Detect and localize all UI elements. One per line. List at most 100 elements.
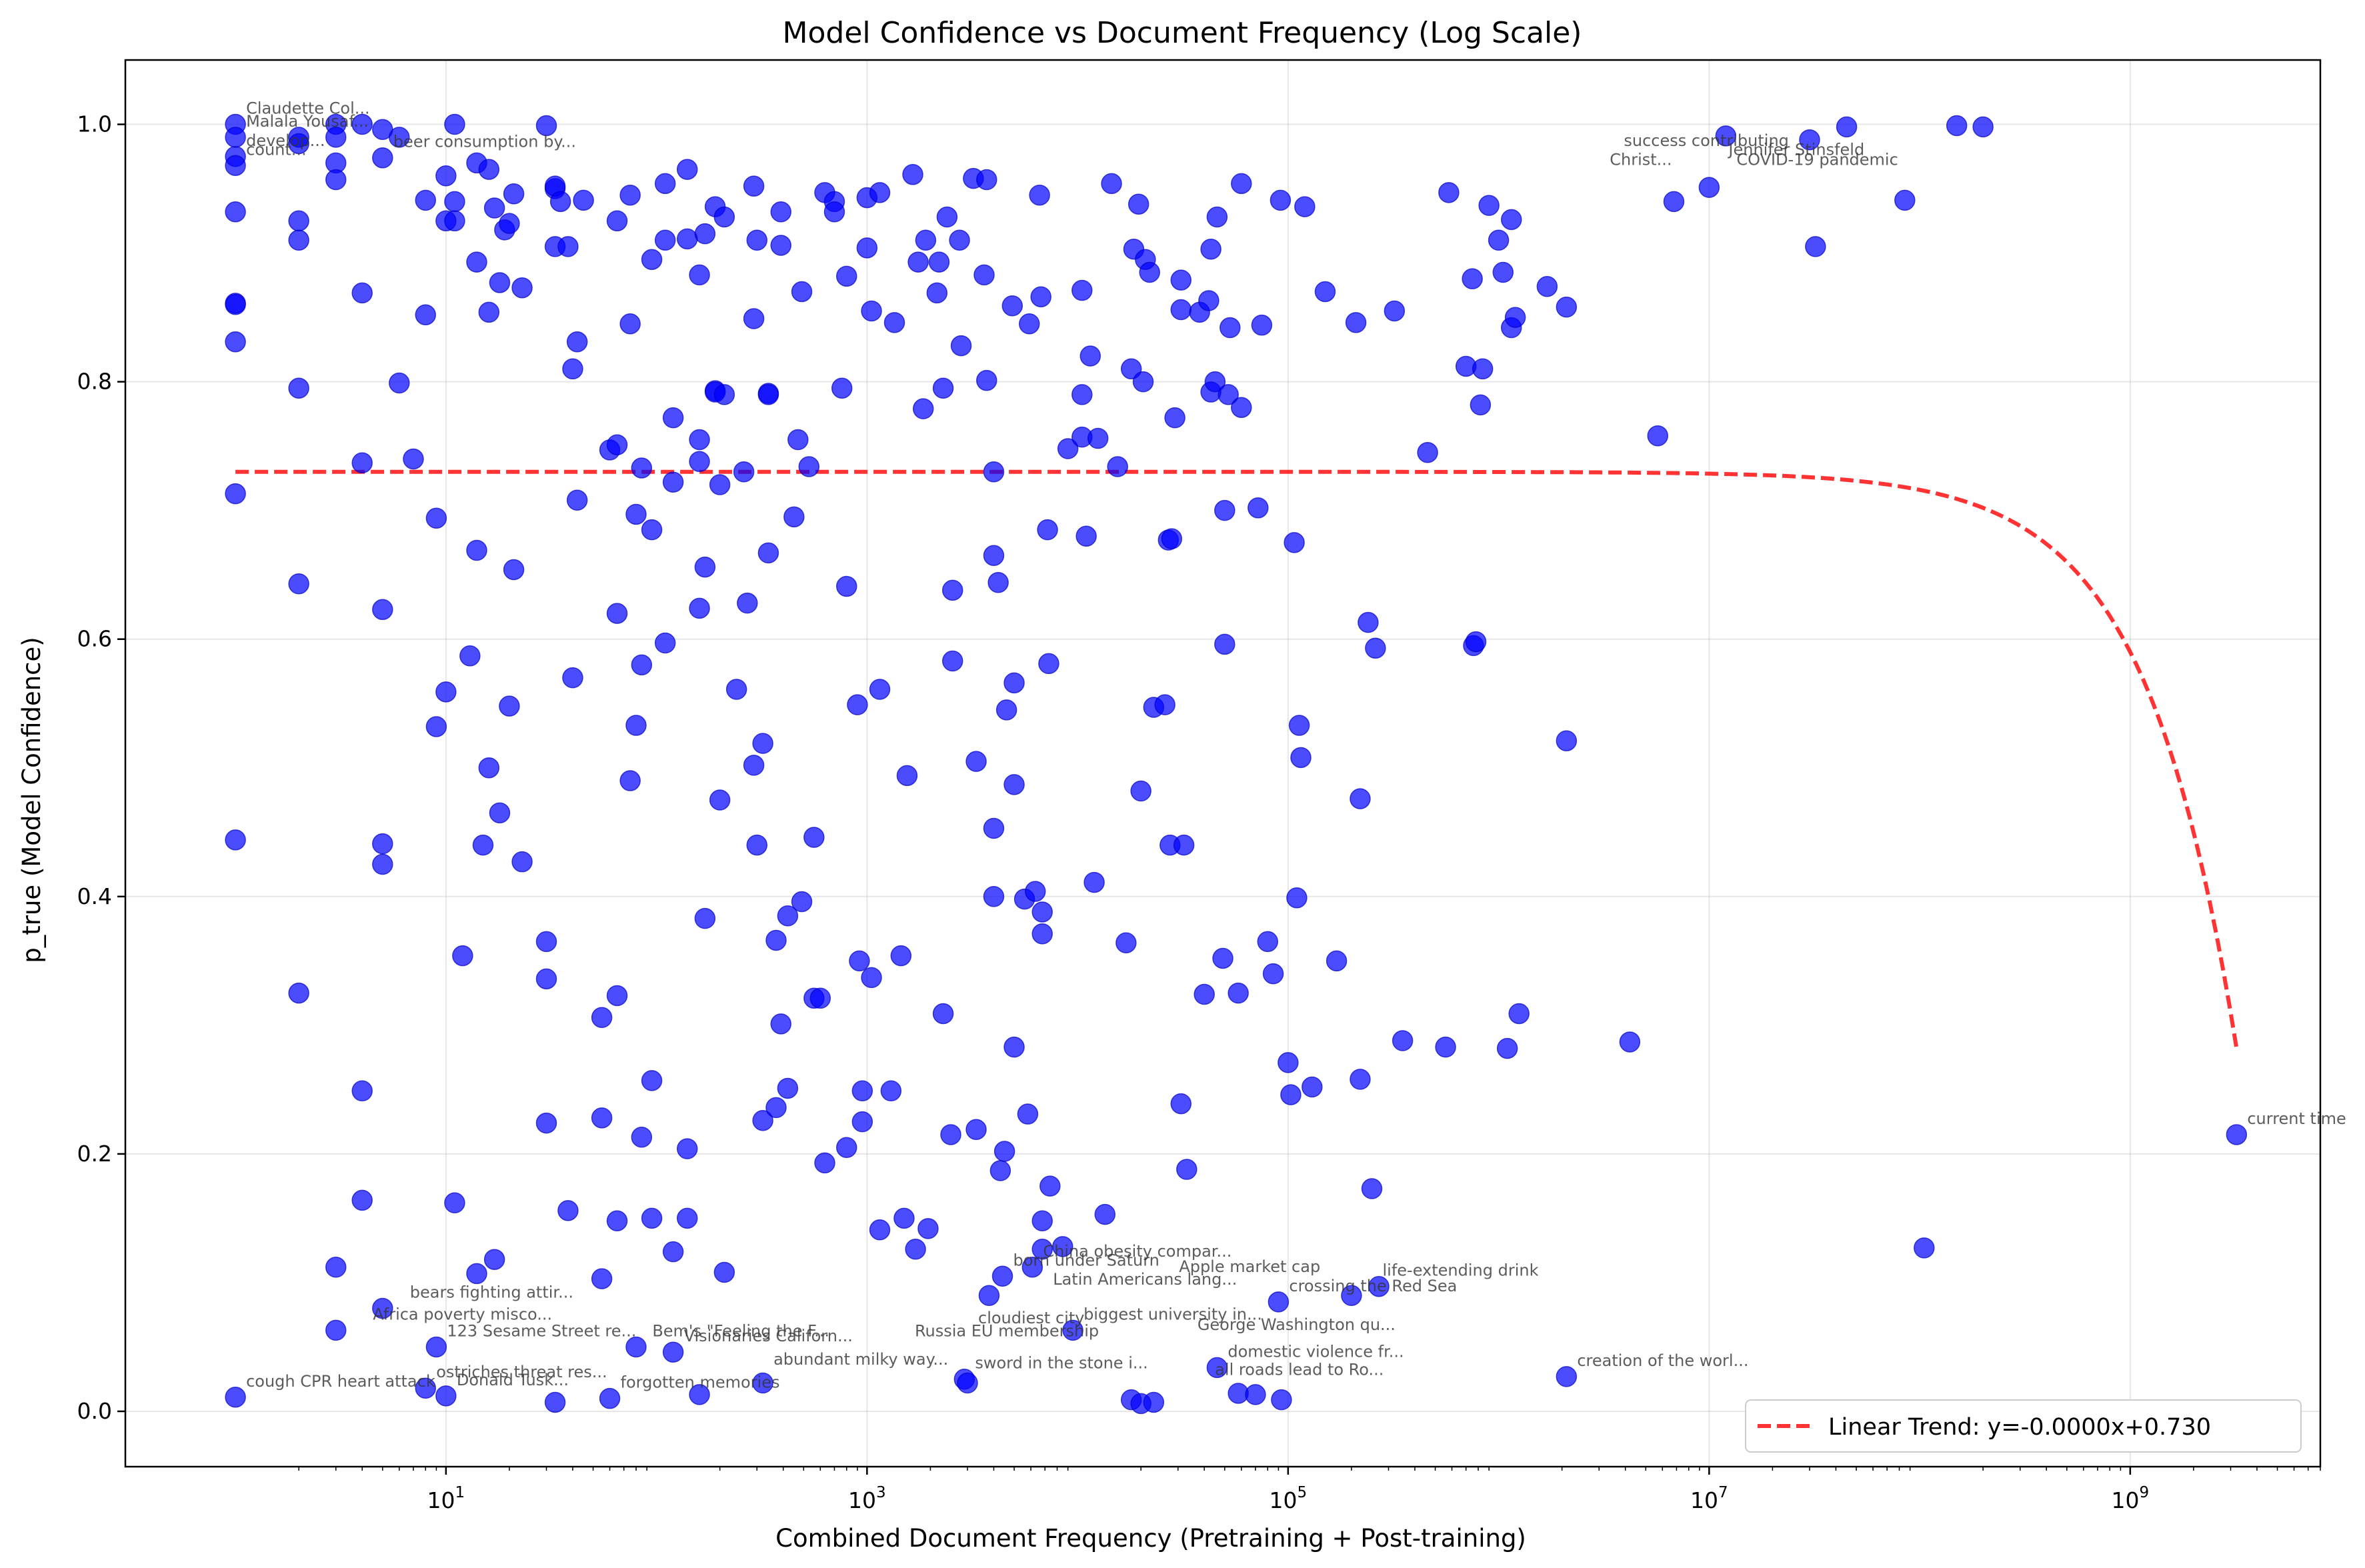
data-point <box>861 300 882 322</box>
data-point <box>976 169 997 191</box>
data-point <box>566 489 588 511</box>
data-point <box>1031 901 1053 923</box>
data-point <box>1170 299 1192 321</box>
data-point <box>535 1112 557 1134</box>
data-point <box>835 265 857 287</box>
legend-trend-label: Linear Trend: y=-0.0000x+0.730 <box>1828 1414 2211 1441</box>
data-point <box>1556 296 1578 318</box>
data-point <box>351 1080 373 1102</box>
data-point <box>662 1341 684 1363</box>
data-point <box>591 1268 613 1289</box>
data-point <box>965 1119 987 1140</box>
data-point <box>1805 236 1826 257</box>
data-point <box>907 251 929 273</box>
data-point <box>489 272 511 293</box>
data-point <box>1170 1093 1192 1115</box>
data-point <box>641 1207 663 1229</box>
data-point <box>1204 371 1226 393</box>
data-point <box>803 827 825 848</box>
data-point <box>389 372 410 394</box>
data-point <box>725 679 747 700</box>
data-point <box>893 1207 915 1229</box>
data-point <box>1294 196 1316 217</box>
data-point <box>619 184 641 206</box>
data-point <box>1556 1366 1578 1387</box>
data-point <box>950 335 972 357</box>
data-point <box>1115 932 1137 954</box>
data-point <box>1101 173 1122 195</box>
legend-box <box>1745 1399 2302 1453</box>
data-point <box>1231 397 1252 418</box>
data-point <box>787 429 809 451</box>
data-point <box>1288 715 1310 736</box>
data-point <box>737 592 758 614</box>
data-point <box>1508 1003 1530 1025</box>
data-point <box>1619 1031 1641 1053</box>
data-point <box>1107 456 1128 477</box>
data-point <box>791 281 813 303</box>
data-point <box>1031 1210 1053 1232</box>
data-point <box>1438 182 1460 203</box>
data-point <box>883 312 905 333</box>
point-annotation: crossing the Red Sea <box>1289 1277 1457 1295</box>
data-point <box>1031 1239 1053 1260</box>
data-point <box>1465 631 1487 653</box>
data-point <box>1341 1285 1362 1306</box>
point-annotation: COVID-19 pandemic <box>1736 151 1898 169</box>
x-tick-label: 109 <box>2112 1484 2150 1513</box>
data-point <box>1286 887 1308 909</box>
data-point <box>225 483 246 505</box>
data-point <box>1257 931 1278 953</box>
data-point <box>591 1007 613 1029</box>
data-point <box>662 407 684 429</box>
data-point <box>483 197 505 219</box>
data-point <box>372 833 393 855</box>
point-annotation: Visionaries Californ... <box>684 1327 853 1345</box>
data-point <box>869 679 891 700</box>
data-point <box>1127 193 1149 215</box>
point-annotation: Russia EU membership <box>915 1321 1099 1340</box>
data-point <box>1536 276 1558 297</box>
data-point <box>1031 923 1053 945</box>
data-point <box>557 236 579 257</box>
data-point <box>1361 1178 1383 1199</box>
data-point <box>1488 229 1510 251</box>
y-tick-label: 1.0 <box>77 111 112 137</box>
data-point <box>641 1070 663 1091</box>
data-point <box>831 377 853 399</box>
data-point <box>1161 528 1183 549</box>
data-point <box>823 201 845 223</box>
point-annotation: all roads lead to Ro... <box>1215 1360 1384 1379</box>
data-point <box>351 452 373 473</box>
data-point <box>288 133 309 155</box>
data-point <box>765 929 787 951</box>
data-point <box>851 1111 873 1133</box>
y-tick-label: 0.4 <box>77 883 112 909</box>
data-point <box>1039 1175 1061 1197</box>
data-point <box>1024 881 1046 902</box>
point-annotation: Claudette Col... <box>246 99 370 118</box>
data-point <box>573 189 594 211</box>
data-point <box>557 1200 579 1221</box>
data-point <box>932 377 954 399</box>
data-point <box>1003 774 1025 795</box>
point-annotation: creation of the worl... <box>1577 1351 1748 1370</box>
data-point <box>987 572 1009 593</box>
data-point <box>777 1077 799 1099</box>
point-annotation: born under Saturn <box>1013 1251 1159 1269</box>
data-point <box>225 331 246 353</box>
data-point <box>1478 195 1500 216</box>
data-point <box>1231 173 1252 195</box>
data-point <box>1132 371 1154 393</box>
data-point <box>483 1249 505 1270</box>
data-point <box>926 282 948 304</box>
data-point <box>1154 694 1175 715</box>
data-point <box>389 127 410 148</box>
data-point <box>765 1097 787 1119</box>
data-point <box>435 681 457 703</box>
data-point <box>791 891 813 913</box>
data-point <box>372 1297 393 1319</box>
data-point <box>932 1003 954 1025</box>
data-point <box>676 1138 698 1159</box>
data-point <box>694 907 716 929</box>
